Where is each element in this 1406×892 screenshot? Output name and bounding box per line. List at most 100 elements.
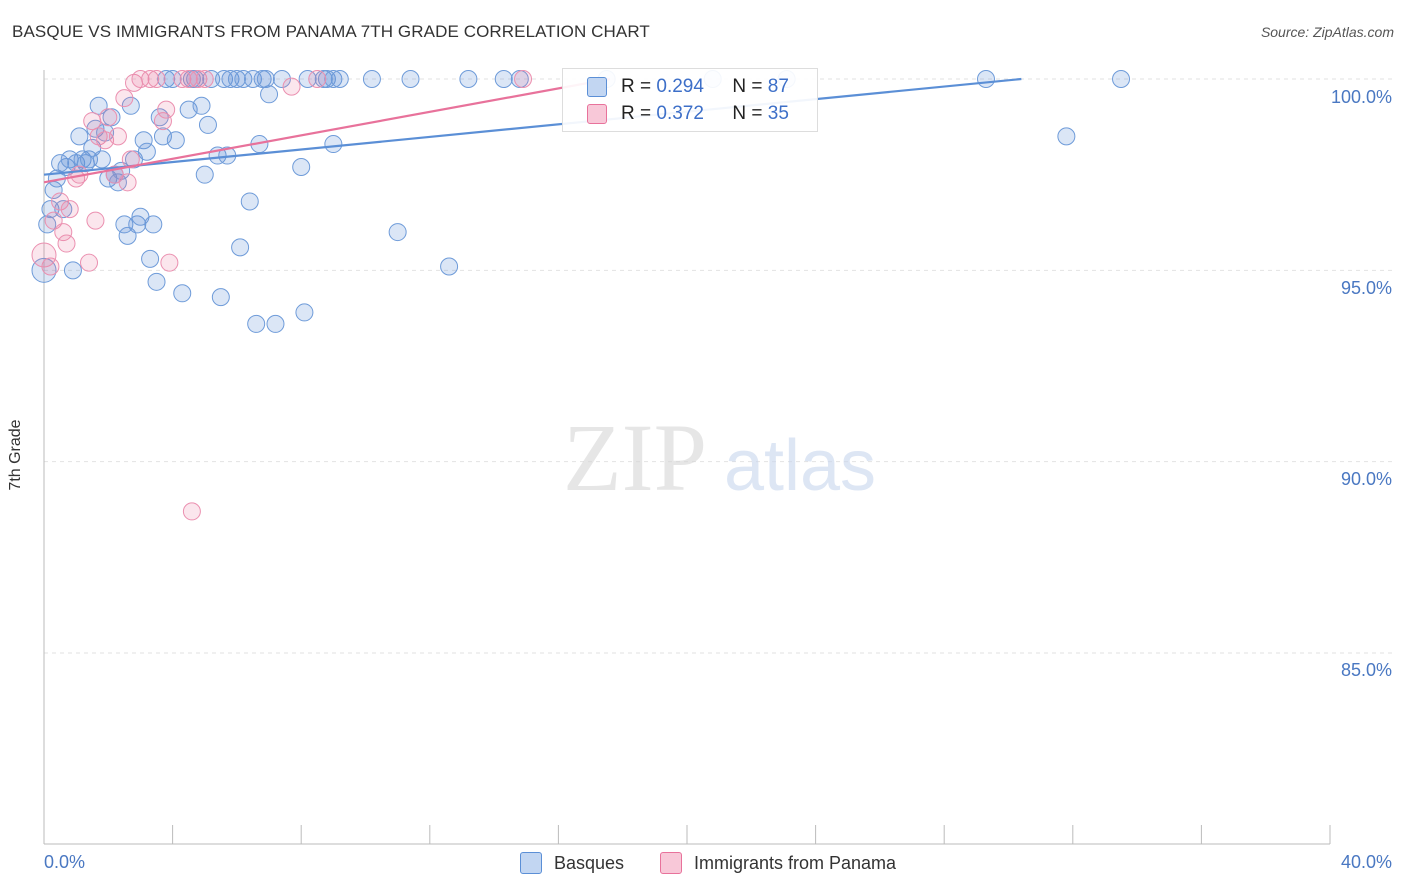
data-point-basques xyxy=(317,70,336,88)
data-point-basques xyxy=(192,96,211,115)
legend-swatch-basques xyxy=(587,77,607,97)
legend-swatch-panama xyxy=(587,104,607,124)
data-point-panama xyxy=(189,70,208,88)
data-point-panama xyxy=(182,502,201,521)
legend-label-panama: Immigrants from Panama xyxy=(694,852,897,873)
data-point-panama xyxy=(282,77,301,96)
data-point-basques xyxy=(1057,127,1076,146)
watermark-zip: ZIP xyxy=(563,404,707,511)
data-point-panama xyxy=(157,100,176,119)
data-point-panama xyxy=(86,211,105,230)
trend-line-basques xyxy=(43,77,1022,176)
data-point-panama xyxy=(57,234,76,253)
data-point-basques xyxy=(121,96,140,115)
series-legend: Basques Immigrants from Panama xyxy=(0,852,1406,878)
data-point-basques xyxy=(272,70,291,88)
stats-legend: R = 0.294 N = 87 R = 0.372 N = 35 xyxy=(562,68,818,132)
data-point-panama xyxy=(108,127,127,146)
chart-source: Source: ZipAtlas.com xyxy=(1260,24,1394,40)
data-point-panama xyxy=(51,192,70,211)
data-point-basques xyxy=(243,70,262,88)
data-point-basques xyxy=(494,70,513,88)
legend-r-value: 0.294 xyxy=(656,76,704,97)
data-point-basques xyxy=(240,192,259,211)
data-point-basques xyxy=(362,70,381,88)
legend-row-basques: R = 0.294 N = 87 xyxy=(587,75,789,99)
data-point-panama xyxy=(160,253,179,272)
legend-r-value: 0.372 xyxy=(656,103,704,124)
data-point-basques xyxy=(89,96,108,115)
y-tick-label-85: 85.0% xyxy=(1340,660,1392,680)
trend-lines xyxy=(43,77,1022,184)
data-point-panama xyxy=(41,257,60,276)
data-point-basques xyxy=(211,288,230,307)
data-point-basques xyxy=(31,257,57,283)
x-tick-label-max: 40.0% xyxy=(1340,852,1392,872)
data-point-basques xyxy=(976,70,995,88)
data-point-basques xyxy=(202,70,221,88)
data-point-basques xyxy=(166,131,185,150)
legend-item-basques: Basques xyxy=(520,852,624,874)
data-point-basques xyxy=(330,70,349,88)
legend-swatch-basques xyxy=(520,852,542,874)
data-point-panama xyxy=(60,200,79,219)
data-point-basques xyxy=(459,70,478,88)
data-point-basques xyxy=(234,70,253,88)
data-point-basques xyxy=(292,158,311,177)
data-point-basques xyxy=(231,238,250,257)
data-point-basques xyxy=(215,70,234,88)
data-point-basques xyxy=(401,70,420,88)
data-point-basques xyxy=(134,131,153,150)
data-point-panama xyxy=(153,112,172,131)
data-point-basques xyxy=(388,223,407,242)
data-point-panama xyxy=(44,211,63,230)
data-point-panama xyxy=(99,108,118,127)
data-point-basques xyxy=(247,314,266,333)
data-point-basques xyxy=(440,257,459,276)
trend-line-panama xyxy=(43,77,611,184)
data-point-basques xyxy=(298,70,317,88)
data-point-panama xyxy=(118,173,137,192)
data-point-basques xyxy=(324,135,343,154)
data-point-basques xyxy=(41,200,60,219)
axes xyxy=(43,70,1331,845)
legend-n-value: 87 xyxy=(767,76,789,97)
data-point-basques xyxy=(1112,70,1131,88)
data-point-basques xyxy=(195,165,214,184)
legend-n-value: 35 xyxy=(767,103,789,124)
data-point-basques xyxy=(163,70,182,88)
data-point-basques xyxy=(115,215,134,234)
data-point-panama xyxy=(54,223,73,242)
gridlines xyxy=(44,78,1392,654)
y-tick-label-90: 90.0% xyxy=(1340,469,1392,489)
legend-n-label: N = xyxy=(732,76,768,97)
data-point-basques xyxy=(266,314,285,333)
data-point-panama xyxy=(80,253,99,272)
data-point-basques xyxy=(137,142,156,161)
chart-title: BASQUE VS IMMIGRANTS FROM PANAMA 7TH GRA… xyxy=(12,22,650,41)
data-point-panama xyxy=(115,89,134,108)
legend-label-basques: Basques xyxy=(554,852,625,873)
data-point-panama xyxy=(514,70,533,88)
y-tick-label-95: 95.0% xyxy=(1340,278,1392,298)
data-point-panama xyxy=(179,70,198,88)
data-point-basques xyxy=(324,70,343,88)
legend-r-label: R = xyxy=(621,76,657,97)
legend-n-label: N = xyxy=(732,103,768,124)
data-point-panama xyxy=(147,70,166,88)
legend-item-panama: Immigrants from Panama xyxy=(660,852,896,874)
data-point-panama xyxy=(131,70,150,88)
data-point-basques xyxy=(173,284,192,303)
data-point-panama xyxy=(173,70,192,88)
legend-r-label: R = xyxy=(621,103,657,124)
data-point-panama xyxy=(121,150,140,169)
data-point-panama xyxy=(195,70,214,88)
data-point-basques xyxy=(92,150,111,169)
data-point-basques xyxy=(256,70,275,88)
data-point-basques xyxy=(141,249,160,268)
legend-swatch-panama xyxy=(660,852,682,874)
data-point-basques xyxy=(198,115,217,134)
y-tick-label-100: 100.0% xyxy=(1330,87,1392,107)
data-point-basques xyxy=(63,261,82,280)
data-point-panama xyxy=(83,112,102,131)
